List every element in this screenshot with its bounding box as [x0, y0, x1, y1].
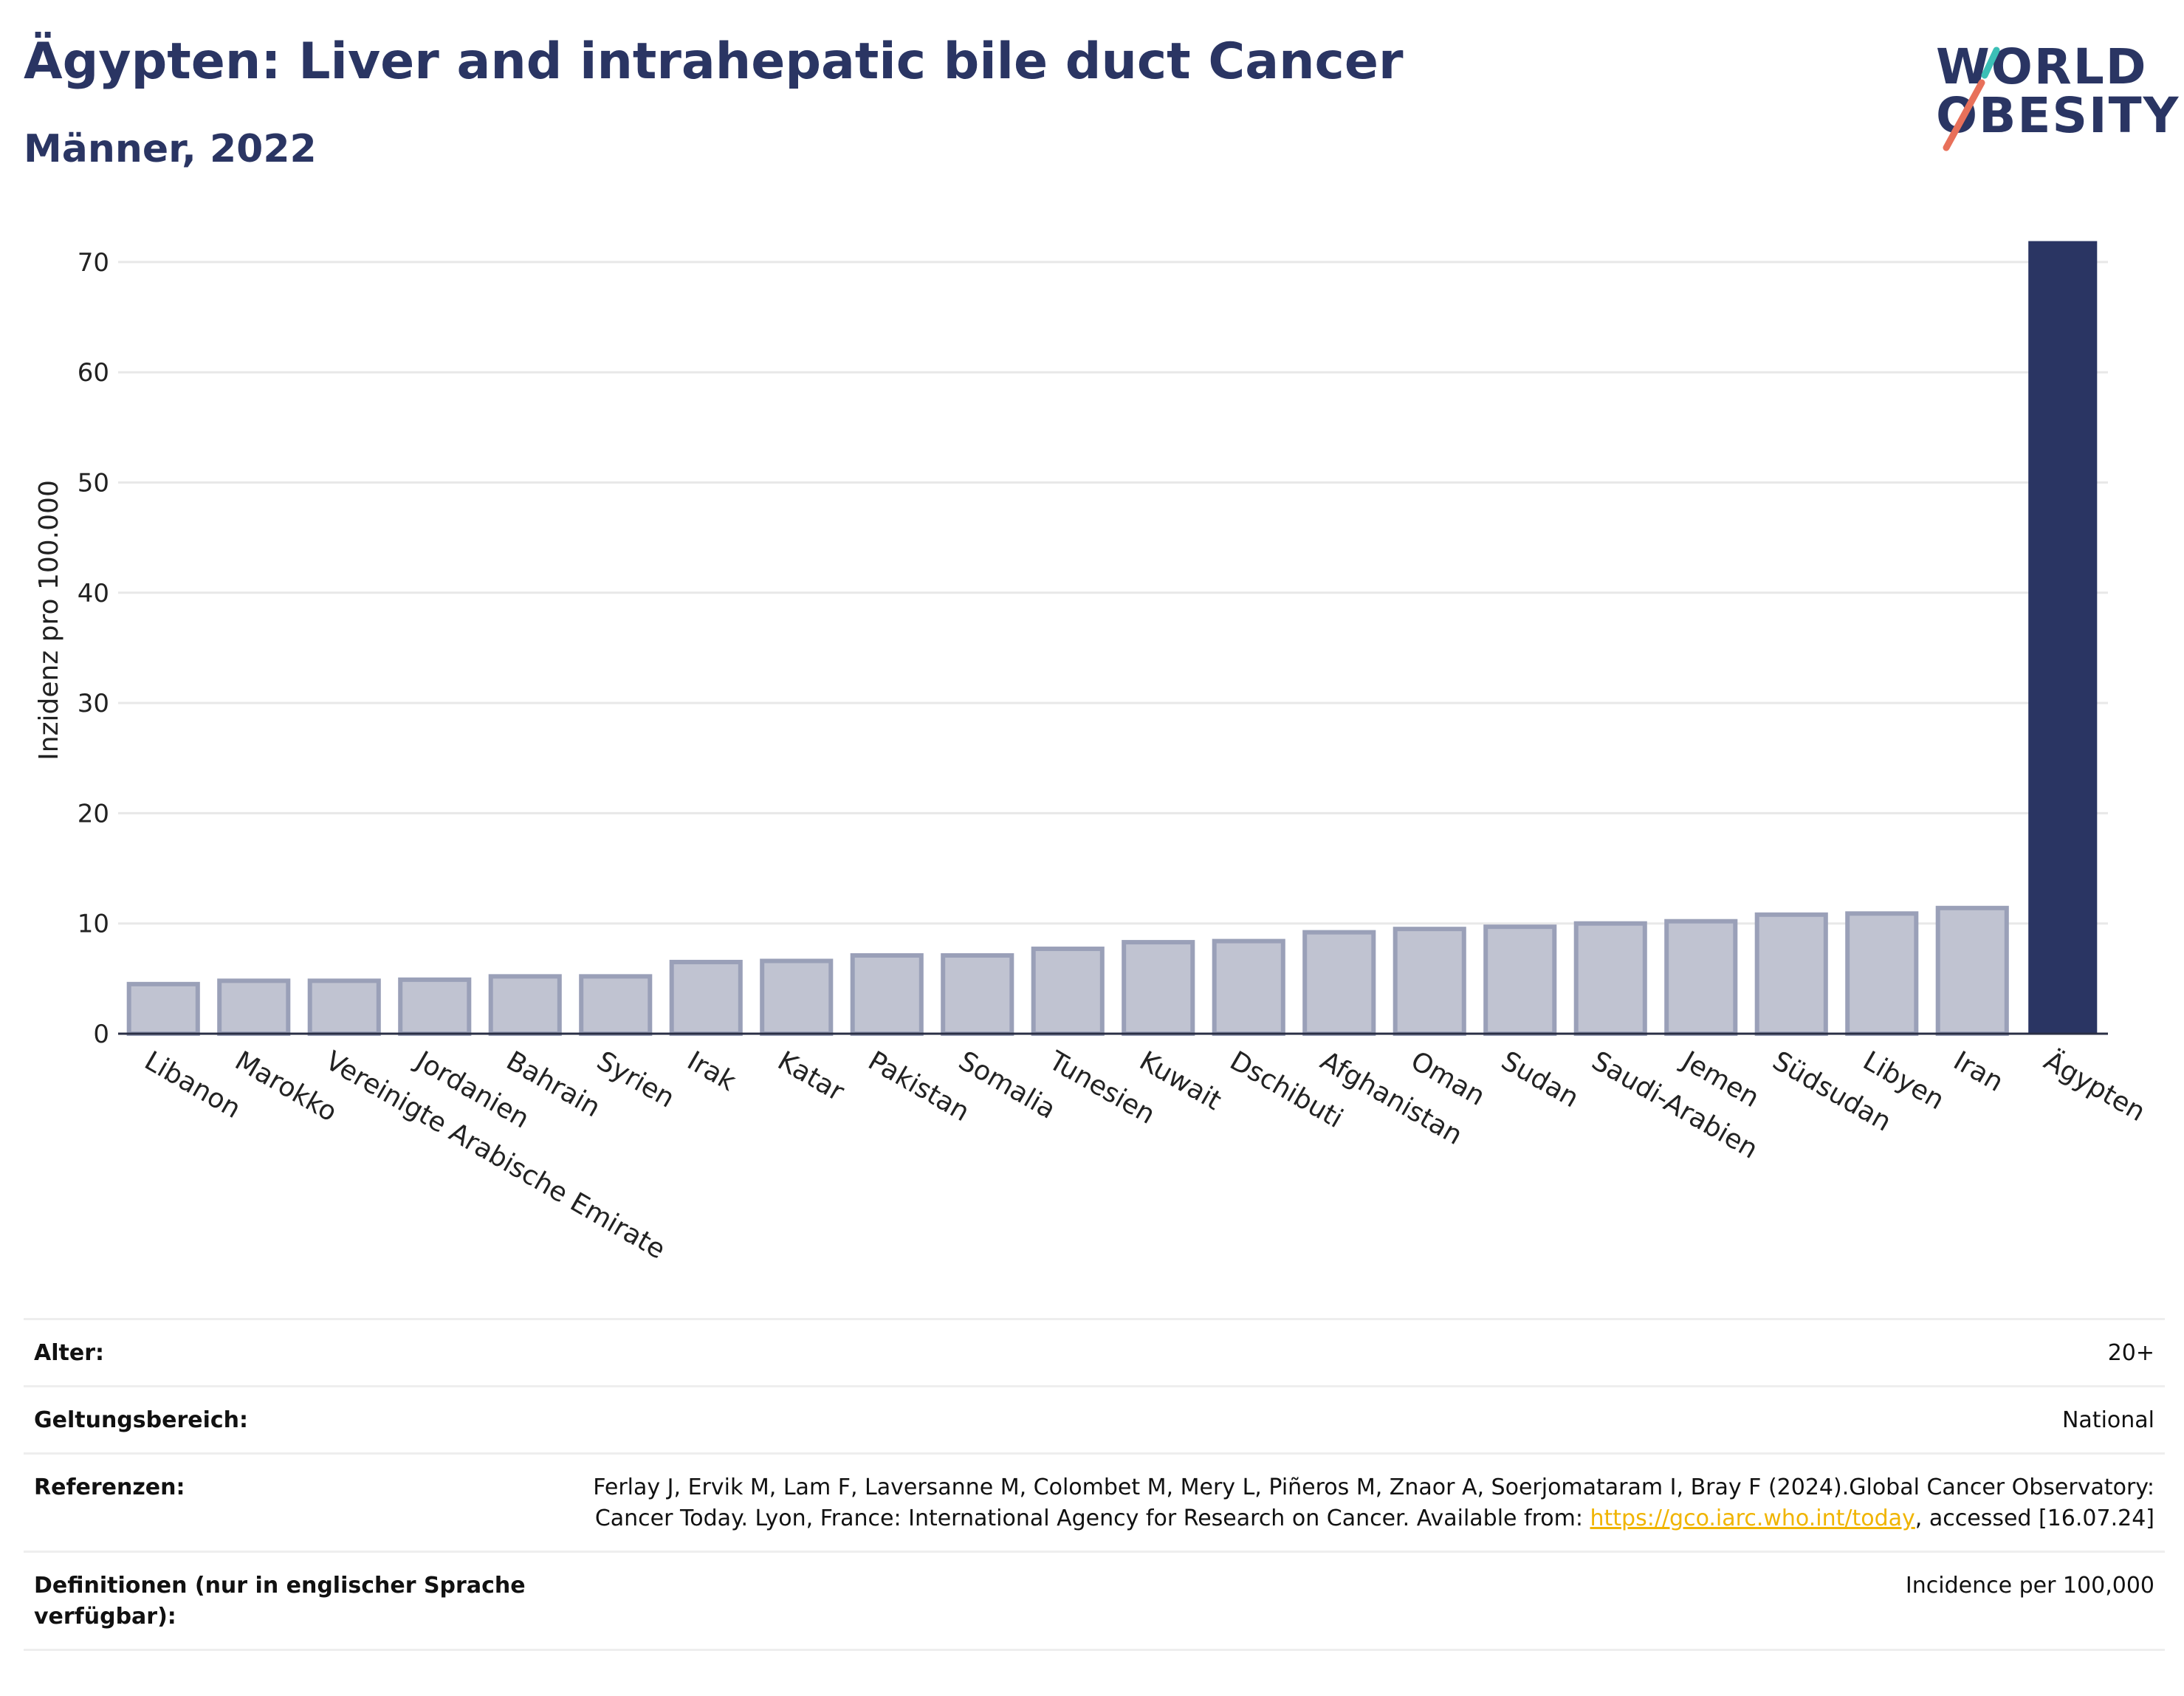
meta-row-age: Alter: 20+: [24, 1318, 2165, 1385]
meta-row-scope: Geltungsbereich: National: [24, 1385, 2165, 1452]
bar-layer: [126, 241, 2098, 1037]
x-tick-label: Syrien: [591, 1046, 679, 1113]
meta-value-references: Ferlay J, Ervik M, Lam F, Laversanne M, …: [567, 1472, 2154, 1534]
grid-layer: [118, 261, 2108, 925]
y-tick-label: 10: [78, 910, 109, 939]
chart-subtitle: Männer, 2022: [24, 127, 317, 171]
bar-kuwait[interactable]: [1122, 940, 1195, 1036]
meta-label-age: Alter:: [34, 1340, 104, 1366]
meta-value-definitions: Incidence per 100,000: [1905, 1573, 2154, 1599]
x-tick-label: Ägypten: [2039, 1045, 2151, 1127]
meta-label-scope: Geltungsbereich:: [34, 1407, 249, 1433]
world-obesity-logo[interactable]: WORLD OBESITY: [1920, 21, 2178, 161]
y-tick-label: 20: [78, 799, 109, 828]
bar-katar[interactable]: [760, 958, 834, 1036]
reference-accessed: , accessed [16.07.24]: [1915, 1506, 2154, 1531]
x-tick-label: Somalia: [953, 1046, 1060, 1125]
axis-layer: 010203040506070LibanonMarokkoVereinigte …: [78, 248, 2151, 1266]
y-tick-label: 30: [78, 689, 109, 718]
meta-row-references: Referenzen: Ferlay J, Ervik M, Lam F, La…: [24, 1452, 2165, 1551]
bar-somalia[interactable]: [941, 952, 1014, 1037]
bar-iran[interactable]: [1935, 905, 2009, 1036]
bar-syrien[interactable]: [579, 974, 653, 1037]
x-tick-label: Iran: [1948, 1046, 2008, 1098]
bar-jordanien[interactable]: [398, 977, 472, 1037]
bar-afghanistan[interactable]: [1302, 930, 1376, 1036]
bar-dschibuti[interactable]: [1212, 938, 1285, 1037]
y-axis-label: Inzidenz pro 100.000: [34, 480, 64, 761]
bar-bahrain[interactable]: [488, 974, 562, 1037]
bar-südsudan[interactable]: [1754, 912, 1828, 1036]
meta-row-definitions: Definitionen (nur in englischer Sprache …: [24, 1551, 2165, 1651]
logo-word-world: WORLD: [1936, 38, 2148, 95]
x-tick-label: Sudan: [1496, 1046, 1584, 1113]
x-tick-label: Katar: [772, 1046, 849, 1108]
bar-sudan[interactable]: [1483, 924, 1557, 1037]
y-tick-label: 40: [78, 579, 109, 608]
y-tick-label: 70: [78, 248, 109, 278]
y-tick-label: 0: [93, 1020, 109, 1049]
bar-libanon[interactable]: [126, 981, 200, 1036]
metadata-table: Alter: 20+ Geltungsbereich: National Ref…: [24, 1318, 2165, 1651]
bar-libyen[interactable]: [1845, 911, 1919, 1036]
bar-ägypten[interactable]: [2028, 241, 2098, 1034]
x-tick-label: Marokko: [230, 1046, 342, 1127]
y-tick-label: 60: [78, 358, 109, 388]
reference-text: Ferlay J, Ervik M, Lam F, Laversanne M, …: [593, 1474, 2154, 1531]
bar-jemen[interactable]: [1664, 919, 1738, 1036]
bar-pakistan[interactable]: [850, 952, 924, 1037]
meta-value-age: 20+: [2107, 1340, 2154, 1366]
reference-link[interactable]: https://gco.iarc.who.int/today: [1590, 1506, 1915, 1531]
meta-label-definitions: Definitionen (nur in englischer Sprache …: [34, 1573, 526, 1630]
chart-title: Ägypten: Liver and intrahepatic bile duc…: [24, 32, 1404, 91]
logo-slash-icon: [1943, 47, 2000, 151]
x-tick-label: Irak: [682, 1046, 741, 1097]
bar-irak[interactable]: [669, 959, 743, 1037]
bar-oman[interactable]: [1393, 927, 1466, 1036]
meta-value-scope: National: [2061, 1407, 2154, 1433]
bar-vereinigte-arabische-emirate[interactable]: [307, 978, 381, 1037]
bar-chart: 010203040506070LibanonMarokkoVereinigte …: [34, 241, 2151, 1266]
bar-saudi-arabien[interactable]: [1573, 921, 1647, 1037]
meta-label-references: Referenzen:: [34, 1474, 185, 1500]
x-tick-label: Pakistan: [863, 1046, 975, 1127]
bar-tunesien[interactable]: [1031, 947, 1105, 1036]
bar-marokko[interactable]: [217, 978, 291, 1037]
y-tick-label: 50: [78, 469, 109, 498]
x-tick-label: Libanon: [140, 1046, 246, 1125]
